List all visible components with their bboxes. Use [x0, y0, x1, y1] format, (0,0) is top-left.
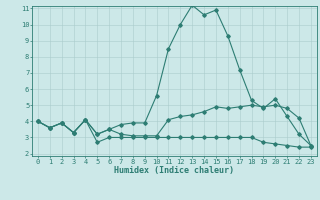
- X-axis label: Humidex (Indice chaleur): Humidex (Indice chaleur): [115, 166, 234, 175]
